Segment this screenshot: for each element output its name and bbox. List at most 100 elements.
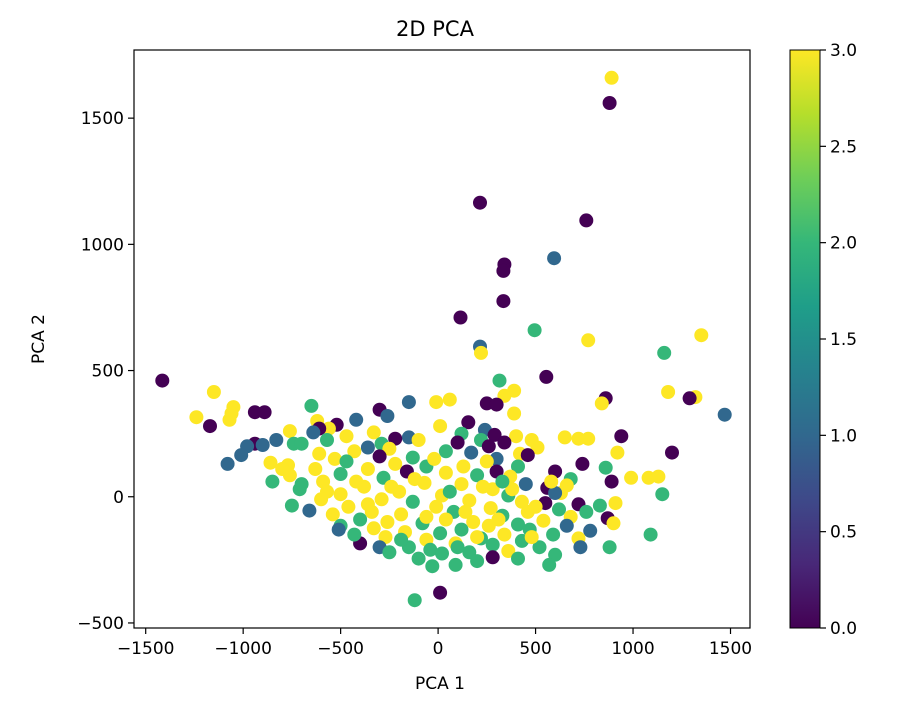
scatter-point xyxy=(442,484,457,499)
x-tick-label: −1500 xyxy=(117,639,175,659)
scatter-point xyxy=(374,492,389,507)
scatter-point xyxy=(606,516,621,531)
scatter-point xyxy=(419,509,434,524)
scatter-point xyxy=(333,487,348,502)
x-tick-label: 500 xyxy=(519,639,551,659)
scatter-point xyxy=(407,593,422,608)
scatter-point xyxy=(304,398,319,413)
scatter-point xyxy=(312,446,327,461)
scatter-point xyxy=(282,424,297,439)
scatter-point xyxy=(614,429,629,444)
scatter-point xyxy=(473,195,487,210)
scatter-point xyxy=(462,493,477,508)
scatter-point xyxy=(294,436,309,451)
scatter-point xyxy=(327,451,342,466)
scatter-point xyxy=(438,512,453,527)
scatter-point xyxy=(433,585,448,600)
scatter-point xyxy=(608,496,623,511)
scatter-point xyxy=(222,412,237,427)
scatter-point xyxy=(602,96,617,110)
scatter-point xyxy=(520,448,535,463)
scatter-point xyxy=(651,469,666,484)
colorbar-tick-label: 2.5 xyxy=(830,137,857,157)
colorbar-tick-label: 2.0 xyxy=(830,234,857,254)
scatter-point xyxy=(433,526,448,541)
scatter-point xyxy=(380,409,395,423)
scatter-point xyxy=(470,554,485,569)
scatter-point xyxy=(657,345,672,360)
scatter-point xyxy=(505,482,520,497)
scatter-point xyxy=(347,527,362,542)
scatter-point xyxy=(435,546,449,561)
scatter-point xyxy=(496,263,511,278)
scatter-point xyxy=(341,499,356,514)
scatter-point xyxy=(234,448,249,463)
scatter-point xyxy=(461,415,476,430)
colorbar-tick-label: 0.5 xyxy=(830,523,857,543)
scatter-point xyxy=(511,459,525,474)
scatter-point xyxy=(394,532,409,547)
scatter-point xyxy=(598,460,613,475)
scatter-point xyxy=(509,429,524,444)
scatter-point xyxy=(485,550,500,565)
colorbar xyxy=(789,49,821,629)
scatter-point xyxy=(427,451,442,466)
scatter-point xyxy=(382,441,397,456)
scatter-point xyxy=(450,435,465,450)
scatter-point xyxy=(360,440,375,455)
scatter-point xyxy=(518,477,533,492)
scatter-point xyxy=(575,456,590,471)
colorbar-tick-label: 0.0 xyxy=(830,619,857,639)
scatter-point xyxy=(557,430,572,445)
scatter-point xyxy=(308,462,323,476)
scatter-point xyxy=(643,527,658,542)
scatter-point xyxy=(579,504,594,519)
scatter-point xyxy=(384,479,399,494)
scatter-point xyxy=(275,462,290,476)
scatter-point xyxy=(349,474,364,489)
y-tick-label: 1000 xyxy=(81,235,124,255)
scatter-point xyxy=(655,487,670,502)
colorbar-tick-label: 3.0 xyxy=(830,41,857,61)
scatter-point xyxy=(360,497,375,512)
scatter-point xyxy=(495,474,510,489)
scatter-point xyxy=(546,527,561,542)
scatter-point xyxy=(573,540,588,555)
scatter-point xyxy=(547,251,562,266)
scatter-point xyxy=(694,328,709,343)
scatter-point xyxy=(320,433,334,447)
scatter-point xyxy=(604,474,619,489)
scatter-point xyxy=(155,373,170,388)
scatter-point xyxy=(405,494,420,509)
scatter-point xyxy=(442,392,457,407)
scatter-point xyxy=(203,419,217,434)
scatter-point xyxy=(536,513,551,528)
colorbar-tick-label: 1.5 xyxy=(830,330,857,350)
scatter-point xyxy=(530,440,545,455)
x-axis: −1500 −1000 −500 0 500 1000 1500 xyxy=(117,628,752,659)
scatter-point xyxy=(528,499,543,514)
scatter-point xyxy=(458,504,473,519)
scatter-point xyxy=(438,465,453,480)
y-tick-label: 1500 xyxy=(81,109,124,129)
scatter-point xyxy=(665,445,679,460)
scatter-point xyxy=(474,345,488,360)
x-tick-label: 1500 xyxy=(709,639,752,659)
scatter-point xyxy=(331,522,346,537)
scatter-point xyxy=(475,479,490,494)
scatter-point xyxy=(559,518,574,533)
x-tick-label: 0 xyxy=(433,639,444,659)
scatter-point xyxy=(450,540,465,555)
scatter-point xyxy=(548,486,563,500)
scatter-point xyxy=(511,551,525,566)
scatter-point xyxy=(610,445,625,460)
scatter-point xyxy=(333,467,348,481)
scatter-point xyxy=(247,405,262,420)
scatter-point xyxy=(481,439,496,454)
scatter-point xyxy=(366,521,381,536)
scatter-point xyxy=(511,517,525,532)
scatter-point xyxy=(592,498,607,513)
scatter-point xyxy=(470,530,485,545)
scatter-point xyxy=(453,310,468,325)
y-tick-label: 500 xyxy=(92,362,124,382)
